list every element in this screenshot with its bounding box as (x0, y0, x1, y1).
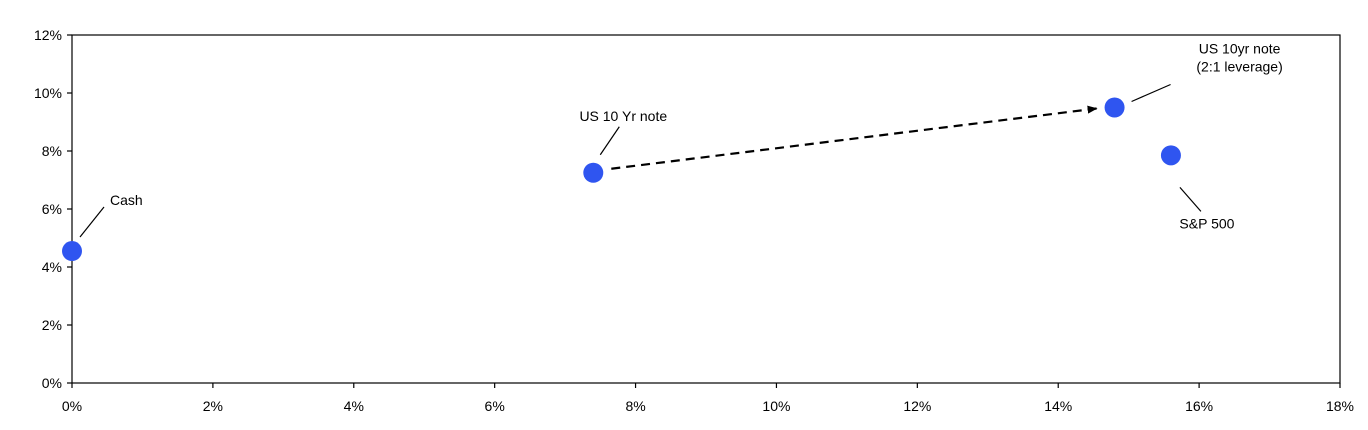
x-tick-label: 14% (1044, 398, 1072, 414)
x-tick-label: 0% (62, 398, 82, 414)
plot-area (71, 34, 1341, 384)
point-label: Cash (110, 192, 143, 208)
leader-line (79, 206, 105, 238)
x-tick-label: 12% (903, 398, 931, 414)
leverage-arrow (611, 105, 1098, 170)
x-tick-label: 6% (485, 398, 505, 414)
y-tick-label: 8% (42, 143, 62, 159)
point-cash: Cash (62, 192, 143, 262)
point-label: (2:1 leverage) (1196, 59, 1282, 75)
point-label: US 10yr note (1199, 41, 1281, 57)
y-tick-label: 2% (42, 317, 62, 333)
x-axis: 0% 2% 4% 6% 8% 10% 12% 14% 16% 18% (62, 383, 1354, 414)
x-tick-label: 8% (625, 398, 645, 414)
data-point-marker (1160, 145, 1181, 166)
y-tick-label: 4% (42, 259, 62, 275)
y-tick-label: 0% (42, 375, 62, 391)
data-point-marker (583, 162, 604, 183)
point-label: S&P 500 (1179, 215, 1234, 231)
y-tick-label: 12% (34, 27, 62, 43)
x-tick-label: 10% (762, 398, 790, 414)
data-point-marker (62, 241, 82, 262)
point-us-10yr-note-leveraged: US 10yr note (2:1 leverage) (1104, 41, 1283, 118)
x-tick-label: 18% (1326, 398, 1354, 414)
point-us-10yr-note: US 10 Yr note (579, 108, 667, 183)
x-tick-label: 4% (344, 398, 364, 414)
data-points: Cash US 10 Yr note US 10yr note (2:1 levera… (62, 41, 1283, 262)
y-tick-label: 6% (42, 201, 62, 217)
point-sp-500: S&P 500 (1160, 145, 1235, 231)
y-axis: 0% 2% 4% 6% 8% 10% 12% (34, 27, 72, 391)
x-tick-label: 16% (1185, 398, 1213, 414)
data-point-marker (1104, 97, 1125, 118)
point-label: US 10 Yr note (579, 108, 667, 124)
leader-line (599, 126, 620, 156)
leader-line (1131, 83, 1171, 103)
leader-line (1179, 186, 1202, 212)
y-tick-label: 10% (34, 85, 62, 101)
x-tick-label: 2% (203, 398, 223, 414)
arrow-layer (611, 105, 1098, 170)
